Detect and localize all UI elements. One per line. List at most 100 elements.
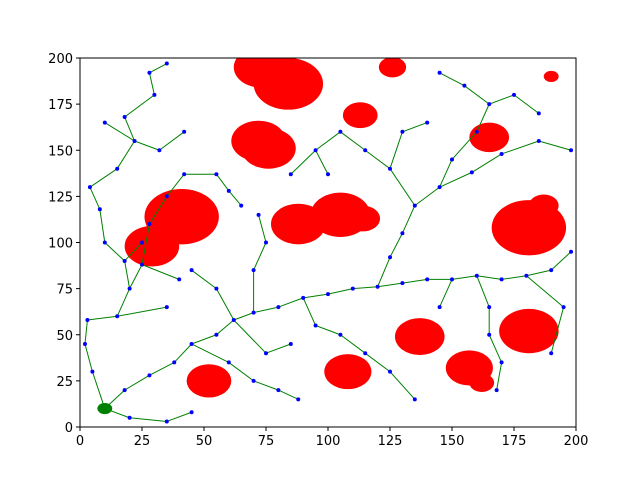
tree-edge [104, 242, 125, 262]
tree-node [164, 194, 169, 199]
tree-edge [315, 325, 341, 336]
tree-node [350, 286, 355, 291]
tree-node [251, 268, 256, 273]
tree-node [102, 120, 107, 125]
plot-layer [82, 58, 574, 424]
tree-edge [401, 205, 416, 234]
tree-node [214, 172, 219, 177]
tree-node [177, 277, 182, 282]
tree-edge [116, 288, 131, 317]
tree-edge [464, 85, 490, 105]
tree-edge [489, 94, 515, 105]
tree-node [561, 305, 566, 310]
tree-node [172, 360, 177, 365]
tree-node [182, 129, 187, 134]
tree-node [437, 185, 442, 190]
tree-node [388, 255, 392, 260]
tree-edge [124, 242, 143, 262]
tree-node [313, 323, 318, 328]
tree-edge [129, 417, 167, 422]
tree-node [296, 397, 301, 402]
tree-edge [141, 223, 150, 265]
tree-node [214, 332, 219, 337]
y-tick-label: 100 [48, 237, 73, 252]
tree-node [487, 305, 492, 310]
tree-node [474, 129, 479, 134]
tree-node [226, 188, 231, 193]
tree-node [90, 369, 95, 374]
tree-node [189, 341, 194, 346]
tree-node [147, 222, 152, 227]
x-tick-label: 200 [564, 434, 589, 449]
tree-node [499, 151, 504, 156]
tree-edge [471, 153, 502, 173]
tree-edge [91, 371, 106, 409]
tree-edge [228, 190, 242, 206]
y-tick-label: 150 [48, 144, 73, 159]
tree-edge [149, 361, 175, 376]
tree-edge [215, 288, 235, 321]
tree-node [239, 203, 244, 208]
x-tick-label: 175 [502, 434, 527, 449]
y-tick-label: 75 [56, 283, 73, 298]
obstacle [469, 122, 510, 153]
axes: 0 25 50 75 100 125 150 175 200 0 25 50 75 100 125 150 17… [48, 52, 588, 449]
tree-node [256, 212, 261, 217]
tree-node [450, 157, 454, 162]
tree-node [264, 351, 268, 356]
tree-node [276, 305, 281, 310]
tree-node [388, 166, 392, 171]
tree-node [157, 148, 162, 153]
tree-node [189, 268, 194, 273]
tree-edge [290, 149, 316, 175]
tree-node [469, 170, 474, 175]
tree-edge [278, 297, 304, 308]
tree-node [288, 341, 293, 346]
obstacle [469, 373, 495, 392]
obstacle [241, 128, 296, 169]
tree-node [412, 397, 417, 402]
tree-node [487, 332, 492, 337]
tree-edge [159, 131, 185, 151]
tree-edge [87, 315, 118, 321]
tree-edge [389, 131, 403, 169]
tree-edge [166, 411, 192, 422]
tree-node [140, 240, 144, 245]
tree-edge [364, 149, 391, 170]
tree-node [82, 341, 87, 346]
start-point [97, 403, 113, 415]
tree-edge [439, 279, 453, 308]
tree-node [127, 286, 132, 291]
tree-node [450, 277, 454, 282]
tree-edge [89, 168, 118, 188]
tree-edge [476, 103, 490, 133]
obstacle [324, 354, 372, 390]
tree-edge [352, 286, 378, 290]
tree-edge [451, 275, 477, 280]
tree-edge [538, 140, 572, 151]
tree-edge [496, 362, 503, 391]
tree-edge [402, 278, 428, 284]
tree-node [536, 139, 541, 144]
tree-node [474, 273, 479, 278]
tree-node [182, 172, 187, 177]
tree-node [127, 415, 132, 420]
tree-node [375, 284, 380, 289]
tree-edge [124, 94, 155, 118]
tree-edge [215, 173, 230, 192]
tree-node [462, 83, 467, 88]
tree-node [536, 111, 541, 116]
tree-edge [216, 319, 235, 336]
tree-edge [340, 334, 366, 354]
tree-edge [104, 122, 135, 142]
tree-edge [141, 264, 180, 280]
tree-edge [191, 343, 230, 363]
tree-node [122, 115, 127, 120]
tree-node [569, 249, 574, 254]
tree-node [412, 203, 417, 208]
obstacle [378, 58, 407, 78]
tree-edge [124, 374, 150, 391]
tree-edge [327, 288, 353, 295]
tree-node [264, 240, 268, 245]
tree-edge [439, 72, 465, 87]
